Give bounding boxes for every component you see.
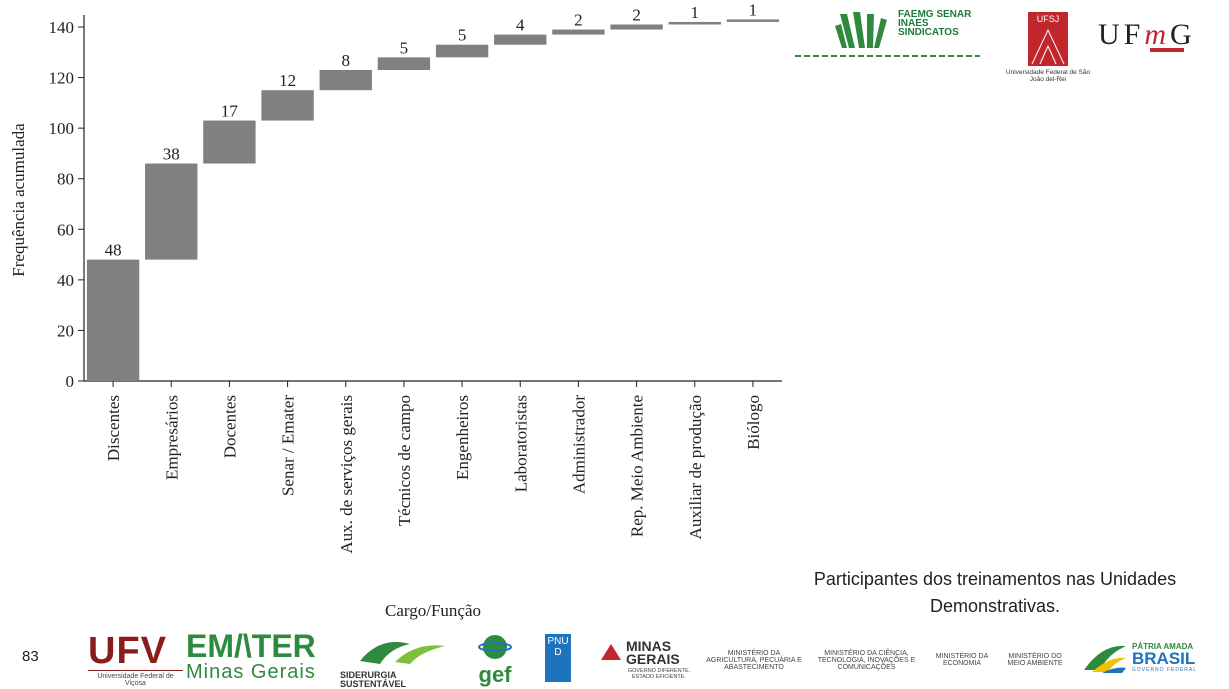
- bar-value-label: 1: [749, 0, 758, 19]
- ministerio-economia: MINISTÉRIO DA ECONOMIA: [935, 653, 989, 667]
- x-tick-label: Rep. Meio Ambiente: [628, 395, 647, 537]
- ufsj-logo: UFSJ Universidade Federal de São João de…: [1000, 12, 1096, 92]
- y-axis: 0 20 40 60 80 100 120 140: [49, 15, 85, 391]
- y-tick-label: 80: [57, 170, 74, 189]
- gef-logo: gef: [474, 634, 516, 686]
- bar-value-label: 17: [221, 102, 239, 121]
- figure-caption: Participantes dos treinamentos nas Unida…: [813, 569, 1177, 616]
- x-tick-label: Auxiliar de produção: [686, 395, 705, 539]
- bar: [145, 163, 198, 260]
- y-axis-label: Frequência acumulada: [9, 123, 28, 277]
- ministerio-ciencia: MINISTÉRIO DA CIÊNCIA, TECNOLOGIA, INOVA…: [817, 650, 916, 671]
- bar: [261, 90, 314, 121]
- faemg-label: FAEMG SENAR INAES SINDICATOS: [898, 9, 972, 38]
- siderurgia-logo: SIDERURGIA SUSTENTÁVEL: [340, 636, 450, 689]
- bar: [552, 29, 605, 35]
- x-axis-label: Cargo/Função: [385, 601, 481, 620]
- x-axis: Discentes Empresários Docentes Senar / Emat…: [84, 380, 782, 554]
- emater-logo: EM/\TER Minas Gerais: [186, 628, 316, 683]
- page-number: 83: [22, 648, 39, 665]
- x-tick-label: Discentes: [104, 395, 123, 461]
- bar-value-label: 1: [691, 3, 700, 22]
- bar: [377, 57, 431, 70]
- faemg-logo: [795, 12, 980, 57]
- x-tick-label: Biólogo: [744, 395, 763, 450]
- x-tick-label: Docentes: [220, 395, 239, 458]
- bar: [494, 34, 547, 45]
- bars: 48 38 17 12 8 5 5 4 2 2 1 1: [86, 0, 780, 381]
- ufmg-logo: UFmG: [1098, 18, 1196, 52]
- ministerio-meio-ambiente: MINISTÉRIO DO MEIO AMBIENTE: [1007, 653, 1063, 667]
- x-tick-label: Senar / Emater: [279, 395, 298, 496]
- x-tick-label: Técnicos de campo: [395, 395, 414, 526]
- y-tick-label: 100: [49, 119, 75, 138]
- ministerio-agricultura: MINISTÉRIO DA AGRICULTURA, PECUÁRIA E AB…: [706, 650, 802, 671]
- x-tick-label: Aux. de serviços gerais: [337, 395, 356, 554]
- patria-amada-brasil-logo: PÁTRIA AMADA BRASIL GOVERNO FEDERAL: [1082, 640, 1222, 676]
- bar: [726, 19, 780, 22]
- bar: [610, 24, 663, 30]
- bar: [668, 21, 721, 25]
- minas-gerais-logo: MINAS GERAIS GOVERNO DIFERENTE. ESTADO E…: [598, 638, 694, 682]
- bar-value-label: 38: [163, 145, 180, 164]
- bar-value-label: 8: [342, 51, 351, 70]
- y-tick-label: 60: [57, 220, 74, 239]
- bar-value-label: 48: [105, 241, 122, 260]
- bar: [86, 259, 140, 381]
- pnud-logo: PNUD: [545, 634, 571, 682]
- y-tick-label: 120: [49, 69, 75, 88]
- bar-value-label: 4: [516, 16, 525, 35]
- bar: [319, 69, 372, 91]
- bar-value-label: 12: [279, 71, 296, 90]
- ufsj-caption: Universidade Federal de São João del-Rei: [1005, 69, 1091, 83]
- ufsj-emblem: UFSJ: [1028, 12, 1068, 66]
- ufv-logo: UFV Universidade Federal de Viçosa: [88, 632, 183, 687]
- bar-value-label: 5: [400, 38, 409, 57]
- bar-value-label: 5: [458, 26, 467, 45]
- x-tick-label: Empresários: [162, 395, 181, 480]
- bar-value-label: 2: [574, 11, 583, 30]
- x-tick-label: Laboratoristas: [511, 395, 530, 492]
- bar: [435, 44, 489, 58]
- x-tick-label: Engenheiros: [453, 395, 472, 480]
- y-tick-label: 140: [49, 18, 75, 37]
- bar-value-label: 2: [632, 5, 641, 24]
- y-tick-label: 0: [66, 372, 75, 391]
- y-tick-label: 20: [57, 321, 74, 340]
- bar: [203, 120, 256, 164]
- y-tick-label: 40: [57, 271, 74, 290]
- x-tick-label: Administrador: [569, 395, 588, 494]
